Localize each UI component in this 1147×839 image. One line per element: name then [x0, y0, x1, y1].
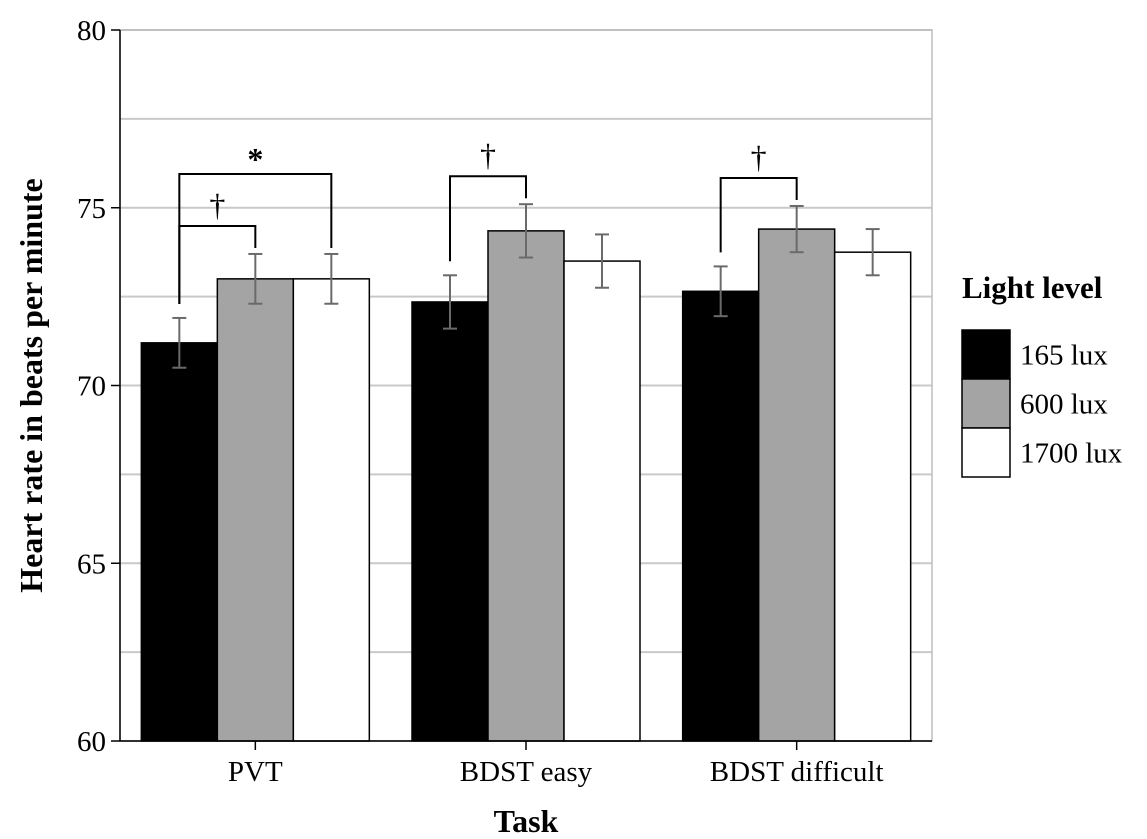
significance-label: † — [209, 187, 225, 223]
bracket-line — [178, 224, 257, 304]
significance-bracket: † — [178, 187, 257, 304]
bar-pvt-165-lux — [140, 342, 219, 742]
y-tick-label: 70 — [77, 371, 106, 403]
significance-label: * — [247, 141, 263, 177]
y-tick-label: 80 — [77, 15, 106, 47]
x-tick-label: BDST difficult — [710, 756, 884, 788]
bar-pvt-1700-lux — [292, 278, 371, 742]
error-bar — [172, 316, 187, 369]
significance-label: † — [480, 137, 496, 173]
error-bar — [248, 252, 263, 305]
bracket-line — [719, 176, 798, 253]
error-bar — [324, 252, 339, 305]
error-bar — [713, 265, 728, 318]
legend: Light level 165 lux 600 lux 1700 lux — [961, 270, 1123, 478]
bar-bdst-difficult-600-lux — [757, 228, 836, 742]
error-bar — [595, 233, 609, 289]
significance-brackets: * † † † — [178, 137, 798, 304]
legend-swatch — [961, 329, 1011, 380]
bar-bdst-difficult-165-lux — [681, 290, 760, 742]
legend-item: 600 lux — [961, 378, 1108, 429]
bar-bdst-easy-1700-lux — [563, 260, 641, 742]
y-tick-label: 60 — [77, 726, 106, 758]
bar-bdst-difficult-1700-lux — [833, 251, 912, 742]
y-axis-title: Heart rate in beats per minute — [13, 178, 49, 592]
error-bars — [172, 203, 880, 369]
significance-bracket: † — [719, 139, 798, 253]
bar-pvt-600-lux — [216, 278, 295, 742]
legend-item: 1700 lux — [961, 427, 1123, 478]
legend-swatch — [961, 427, 1011, 478]
y-tick-label: 75 — [77, 193, 106, 225]
bar-bdst-easy-600-lux — [487, 230, 565, 742]
error-bar — [789, 204, 804, 254]
x-axis-title: Task — [494, 803, 559, 839]
legend-swatch — [961, 378, 1011, 429]
error-bar — [519, 203, 533, 259]
error-bar — [865, 228, 880, 277]
significance-bracket: † — [449, 137, 527, 262]
bracket-line — [449, 175, 527, 262]
legend-item: 165 lux — [961, 329, 1108, 380]
y-tick-label: 65 — [77, 548, 106, 580]
x-tick-label: BDST easy — [460, 756, 593, 788]
legend-title: Light level — [962, 270, 1103, 305]
legend-label: 165 lux — [1020, 340, 1108, 372]
legend-label: 600 lux — [1020, 389, 1108, 421]
x-tick-label: PVT — [228, 756, 283, 788]
legend-label: 1700 lux — [1020, 438, 1123, 470]
bar-bdst-easy-165-lux — [411, 301, 489, 742]
significance-label: † — [751, 139, 767, 175]
axes: 60 65 70 75 80 PVT BDST easy BDST difficult Task… — [13, 15, 932, 839]
error-bar — [443, 274, 457, 330]
bars — [140, 228, 912, 742]
